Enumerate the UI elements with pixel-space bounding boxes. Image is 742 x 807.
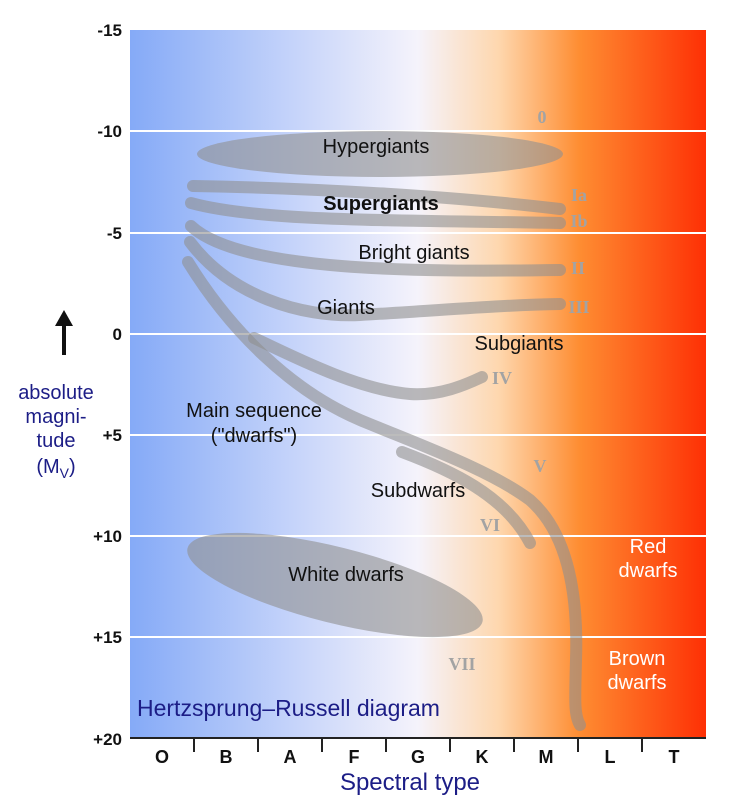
y-axis-label-close: ) xyxy=(69,456,76,478)
y-tick-labels: -15 -10 -5 0 +5 +10 +15 +20 xyxy=(93,21,122,749)
y-axis-label: absolute magni- tude (MV) xyxy=(18,382,94,481)
supergiants-ib-band xyxy=(185,197,566,229)
white-dwarfs-band xyxy=(187,532,483,638)
main-sequence-label: Main sequence xyxy=(186,400,322,422)
diagram-title: Hertzsprung–Russell diagram xyxy=(137,695,440,721)
class-ia-label: Ia xyxy=(571,185,587,205)
y-tick-label: 0 xyxy=(113,325,122,344)
giants-label: Giants xyxy=(317,297,375,319)
red-dwarfs-label-2: dwarfs xyxy=(619,560,678,582)
x-tick-label: B xyxy=(220,747,233,767)
x-tick-label: G xyxy=(411,747,425,767)
subgiants-band xyxy=(248,332,488,401)
main-sequence-label-dwarfs: ("dwarfs") xyxy=(211,425,297,447)
y-axis-label-m: (M xyxy=(36,456,59,478)
y-axis-label-line: tude xyxy=(37,430,76,452)
red-dwarfs-label: Red xyxy=(630,536,667,558)
class-vii-label: VII xyxy=(448,654,475,674)
x-axis-label: Spectral type xyxy=(340,769,480,796)
hypergiants-band xyxy=(197,131,563,177)
y-tick-label: -15 xyxy=(97,21,122,40)
luminosity-bands xyxy=(187,131,563,638)
x-tick-label: O xyxy=(155,747,169,767)
subdwarfs-band xyxy=(396,446,536,549)
x-tick-label: L xyxy=(605,747,616,767)
x-tick-label: F xyxy=(349,747,360,767)
y-axis-label-subscript: V xyxy=(60,465,70,481)
y-tick-label: +5 xyxy=(103,426,122,445)
x-tick-label: K xyxy=(476,747,489,767)
class-iii-label: III xyxy=(568,297,589,317)
bright-giants-label: Bright giants xyxy=(358,242,469,264)
y-tick-label: -10 xyxy=(97,122,122,141)
class-v-label: V xyxy=(534,456,547,476)
white-dwarfs-label: White dwarfs xyxy=(288,564,404,586)
x-axis xyxy=(130,737,706,752)
bright-giants-band xyxy=(185,220,566,277)
supergiants-label: Supergiants xyxy=(323,193,439,215)
brown-dwarfs-label: Brown xyxy=(609,648,666,670)
class-0-label: 0 xyxy=(538,107,547,127)
y-tick-label: +15 xyxy=(93,628,122,647)
subgiants-label: Subgiants xyxy=(475,333,564,355)
y-axis-label-symbol: (MV) xyxy=(36,456,75,481)
x-tick-label: A xyxy=(284,747,297,767)
class-ii-label: II xyxy=(571,258,585,278)
giants-band xyxy=(184,236,566,322)
supergiants-ia-band xyxy=(187,180,566,215)
y-tick-label: -5 xyxy=(107,224,122,243)
y-tick-label: +10 xyxy=(93,527,122,546)
hypergiants-label: Hypergiants xyxy=(323,136,430,158)
luminosity-lines xyxy=(182,180,586,731)
y-axis-label-line: magni- xyxy=(25,406,86,428)
y-axis-label-line: absolute xyxy=(18,382,94,404)
x-tick-label: M xyxy=(539,747,554,767)
grid-lines xyxy=(130,130,706,638)
class-iv-label: IV xyxy=(492,368,512,388)
main-sequence-band xyxy=(182,256,586,731)
up-arrow-icon xyxy=(55,310,73,355)
class-vi-label: VI xyxy=(480,515,500,535)
x-tick-label: T xyxy=(669,747,680,767)
subdwarfs-label: Subdwarfs xyxy=(371,480,466,502)
class-ib-label: Ib xyxy=(570,211,587,231)
brown-dwarfs-label-2: dwarfs xyxy=(608,672,667,694)
x-tick-labels: O B A F G K M L T xyxy=(155,747,680,767)
y-tick-label: +20 xyxy=(93,730,122,749)
